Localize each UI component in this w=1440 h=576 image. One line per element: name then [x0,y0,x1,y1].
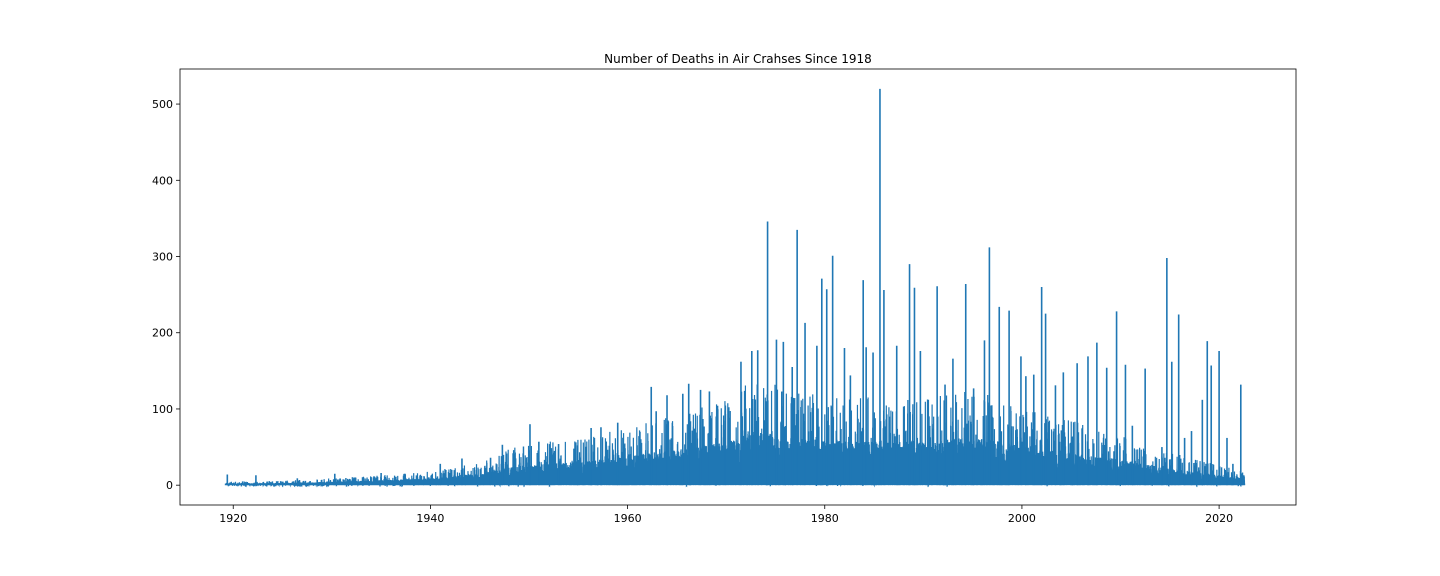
series-line-body [224,384,1246,488]
y-tick-label: 500 [152,98,173,111]
x-axis: 1920 1940 1960 1980 2000 2020 [219,505,1233,525]
x-tick-label: 1980 [811,512,839,525]
y-tick-label: 100 [152,403,173,416]
y-tick-label: 300 [152,251,173,264]
series-layer [224,88,1246,488]
plot-frame [179,68,1297,506]
y-tick-label: 200 [152,327,173,340]
y-axis: 0 100 200 300 400 500 [152,98,180,492]
x-tick-label: 1920 [219,512,247,525]
x-tick-label: 2020 [1205,512,1233,525]
y-tick-label: 400 [152,174,173,187]
x-tick-label: 2000 [1008,512,1036,525]
x-tick-label: 1960 [614,512,642,525]
chart-title: Number of Deaths in Air Crahses Since 19… [604,52,872,66]
x-tick-label: 1940 [416,512,444,525]
y-tick-label: 0 [166,479,173,492]
